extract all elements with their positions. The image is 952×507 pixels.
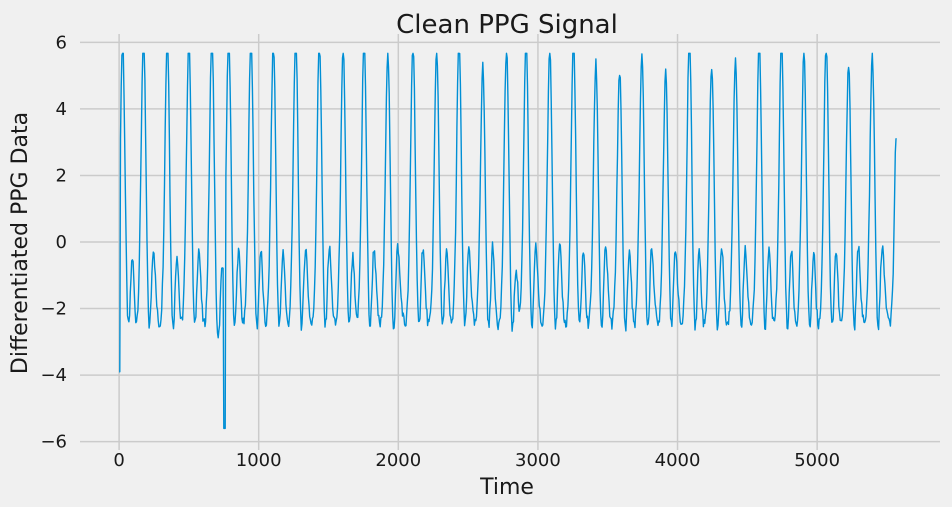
x-tick-label: 3000 — [515, 450, 561, 471]
x-tick-label: 5000 — [794, 450, 840, 471]
y-axis-title: Differentiated PPG Data — [8, 112, 33, 374]
series-line-ppg — [119, 52, 897, 430]
x-tick-label: 0 — [113, 450, 124, 471]
y-tick-label: 6 — [56, 32, 67, 53]
y-tick-labels: −6 −4 −2 0 2 4 6 — [40, 32, 67, 452]
y-tick-label: 2 — [56, 165, 67, 186]
chart-title: Clean PPG Signal — [396, 10, 618, 40]
x-tick-label: 4000 — [655, 450, 701, 471]
x-tick-label: 2000 — [375, 450, 421, 471]
y-tick-label: −4 — [40, 365, 67, 386]
x-axis-title: Time — [479, 475, 534, 500]
x-tick-label: 1000 — [236, 450, 282, 471]
x-tick-labels: 0 1000 2000 3000 4000 5000 — [113, 450, 840, 471]
y-tick-label: −6 — [40, 432, 67, 453]
y-tick-label: 4 — [56, 99, 67, 120]
y-tick-label: −2 — [40, 299, 67, 320]
y-tick-label: 0 — [56, 232, 67, 253]
